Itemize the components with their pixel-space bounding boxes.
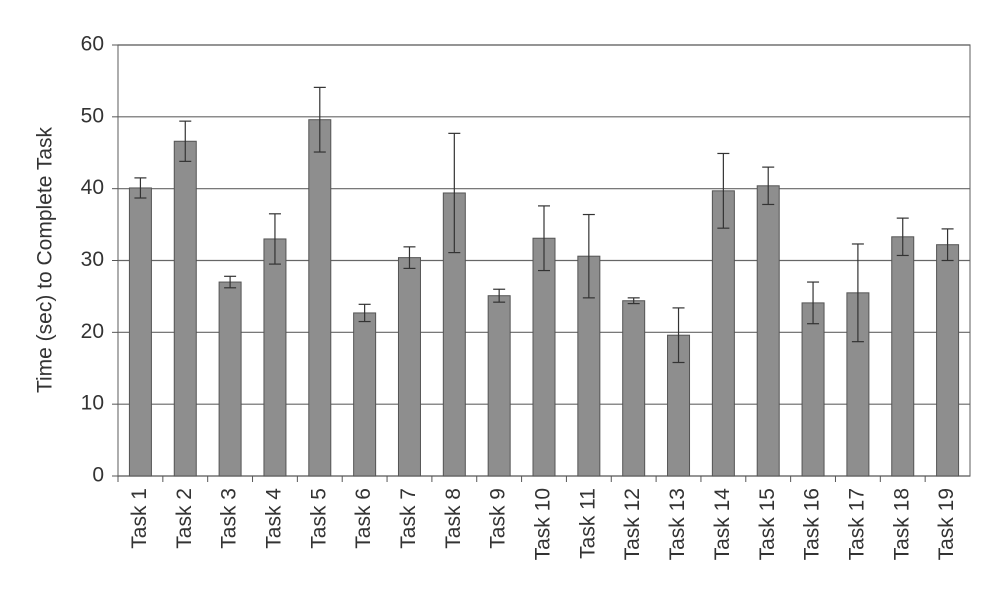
x-tick-label: Task 7 [397,488,420,549]
bar [218,281,242,477]
bar [756,185,780,477]
bar [173,140,197,477]
bar [263,238,287,477]
y-tick-label: 50 [81,104,104,127]
x-tick-label: Task 8 [442,488,465,549]
x-tick-label: Task 12 [621,488,644,560]
bar [487,295,511,477]
bar [711,190,735,477]
y-axis-label: Time (sec) to Complete Task [34,126,57,393]
bar [936,244,960,477]
y-tick-label: 0 [92,464,104,487]
x-tick-label: Task 18 [890,488,913,560]
y-tick-label: 60 [81,33,104,56]
x-tick-label: Task 2 [173,488,196,549]
x-tick-label: Task 11 [576,488,599,559]
bar [397,257,421,477]
x-tick-label: Task 19 [935,488,958,560]
x-tick-label: Task 5 [307,488,330,549]
x-tick-label: Task 17 [845,488,868,560]
x-tick-label: Task 3 [218,488,241,549]
y-tick-label: 10 [81,392,104,415]
x-tick-label: Task 14 [711,488,734,561]
bar [801,302,825,477]
bar [532,237,556,477]
x-tick-label: Task 16 [801,488,824,560]
x-tick-label: Task 1 [128,488,151,549]
y-tick-label: 20 [81,320,104,343]
x-tick-label: Task 13 [666,488,689,560]
x-tick-label: Task 4 [262,488,285,549]
bar [128,187,152,477]
x-tick-label: Task 10 [532,488,555,560]
bar [891,236,915,477]
bar [353,312,377,477]
y-tick-label: 40 [81,176,104,199]
x-tick-label: Task 9 [487,488,510,549]
x-tick-label: Task 6 [352,488,375,549]
bar [622,300,646,477]
y-tick-label: 30 [81,248,104,271]
x-tick-label: Task 15 [756,488,779,560]
bar [308,119,332,477]
